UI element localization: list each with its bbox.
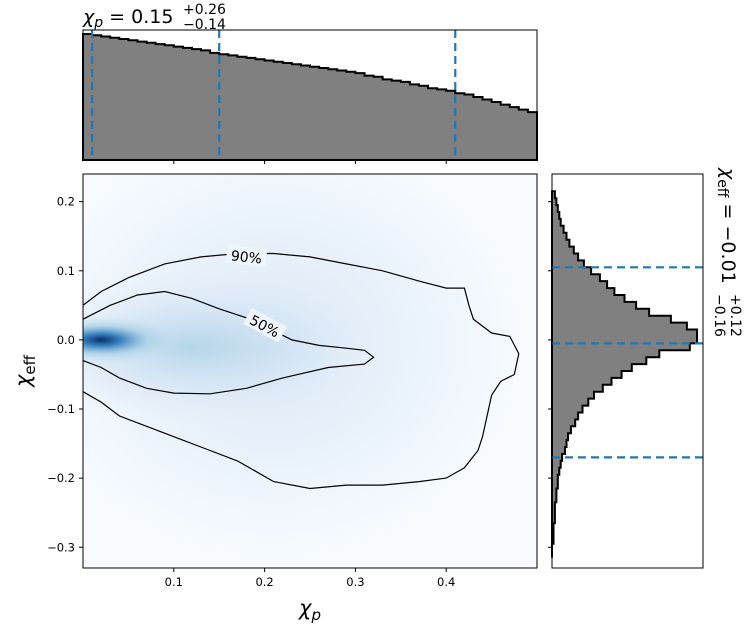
top-title: χp = 0.15 (82, 6, 173, 31)
top-frame (82, 29, 538, 161)
contour-label-bg (243, 307, 287, 343)
contour-1 (83, 290, 375, 395)
y-axis-label-main: χ (11, 373, 35, 388)
x-axis-label: χp (298, 596, 321, 624)
contour-label-bg (225, 244, 268, 267)
right-title: χeff = −0.01 (714, 167, 739, 284)
right-title-inf: −0.16 (711, 294, 727, 337)
x-tick-label: 0.2 (255, 575, 273, 589)
y-tick-label: 0.2 (57, 195, 75, 209)
x-tick-label: 0.3 (346, 575, 364, 589)
right-title-sub: eff (714, 179, 730, 198)
y-tick-label: 0.1 (57, 264, 75, 278)
top-title-value: = 0.15 (103, 6, 173, 28)
density-plume (83, 271, 382, 422)
top-title-sub: p (93, 15, 103, 31)
right-histogram (551, 190, 698, 558)
contour-2 (83, 252, 520, 490)
main-frame (82, 173, 538, 569)
y-axis-label-sub: eff (21, 354, 39, 374)
y-tick-label: −0.3 (47, 540, 75, 554)
y-tick-label: 0.0 (57, 333, 75, 347)
y-tick-label: −0.1 (47, 402, 75, 416)
right-title-value: = −0.01 (717, 198, 739, 284)
right-frame (551, 173, 704, 569)
top-histogram (82, 33, 538, 161)
top-title-sup: +0.26 (183, 2, 226, 18)
top-title-symbol: χ (82, 6, 95, 28)
right-title-symbol: χ (717, 167, 739, 180)
y-tick-label: −0.2 (47, 471, 75, 485)
density-peak (83, 315, 180, 364)
top-title-inf: −0.14 (183, 17, 226, 33)
x-tick-label: 0.4 (437, 575, 455, 589)
right-title-sup: +0.12 (727, 294, 743, 337)
x-axis-label-sub: p (310, 606, 321, 624)
density-heatmap (83, 174, 537, 568)
contour-label: 90% (230, 248, 263, 267)
x-tick-label: 0.1 (165, 575, 183, 589)
y-axis-label: χeff (11, 354, 39, 388)
